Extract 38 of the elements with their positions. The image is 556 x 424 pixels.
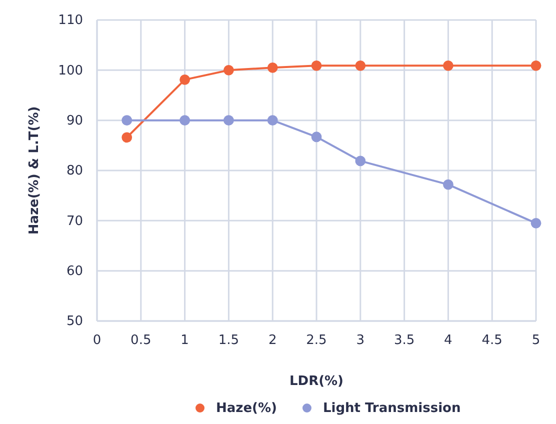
y-axis-title: Haze(%) & L.T(%) xyxy=(27,106,42,235)
y-tick-label: 80 xyxy=(66,164,83,179)
point xyxy=(311,60,322,71)
y-tick-label: 70 xyxy=(66,214,83,229)
y-tick-label: 90 xyxy=(66,113,83,128)
y-tick-label: 50 xyxy=(66,314,83,330)
point xyxy=(180,115,190,126)
point xyxy=(122,115,132,126)
x-tick-label: 5 xyxy=(532,333,540,348)
x-tick-label: 3.5 xyxy=(394,333,415,348)
x-axis-title: LDR(%) xyxy=(290,374,344,389)
point xyxy=(224,115,234,126)
x-tick-label: 1.5 xyxy=(218,333,240,348)
x-tick-label: 3 xyxy=(356,333,365,348)
x-tick-label: 0.5 xyxy=(130,333,152,348)
point xyxy=(311,132,322,142)
x-tick-label: 2.5 xyxy=(306,333,327,348)
point xyxy=(443,179,454,190)
point xyxy=(530,60,542,71)
point xyxy=(355,156,366,166)
y-tick-label: 60 xyxy=(66,264,83,279)
point xyxy=(530,218,542,228)
x-tick-label: 0 xyxy=(92,333,102,348)
x-tick-label: 2 xyxy=(268,333,277,348)
legend-label: Haze(%) xyxy=(216,401,277,416)
x-tick-label: 1 xyxy=(180,333,189,348)
point xyxy=(122,132,132,143)
point xyxy=(267,115,278,126)
legend-label: Light Transmission xyxy=(322,401,461,416)
point xyxy=(180,74,190,85)
x-tick-label: 4 xyxy=(444,333,452,348)
point xyxy=(443,60,454,71)
point xyxy=(355,60,366,71)
y-tick-label: 110 xyxy=(58,13,83,28)
x-tick-label: 4.5 xyxy=(482,333,502,348)
point xyxy=(224,64,234,76)
point xyxy=(267,62,278,73)
y-tick-label: 100 xyxy=(58,63,83,78)
